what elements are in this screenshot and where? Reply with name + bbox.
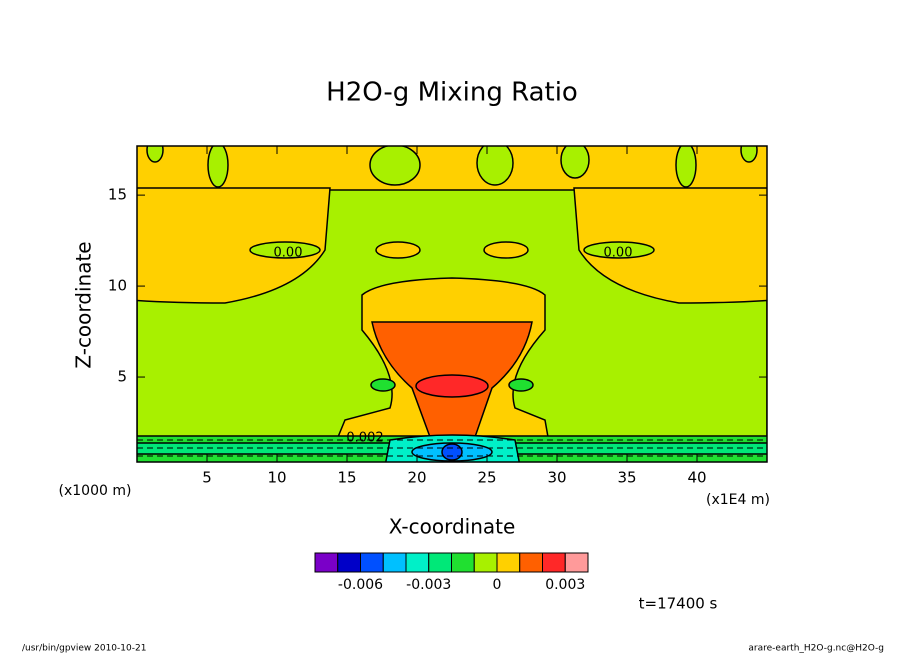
plot-frame: [136, 145, 768, 463]
colorbar-box: [382, 552, 407, 573]
contour-region: [740, 146, 758, 163]
contour-label: 0.00: [604, 246, 633, 261]
contour-label: 0.00: [274, 246, 303, 261]
contour-region: [137, 187, 331, 304]
colorbar-box: [451, 552, 475, 573]
x-tick-label: 35: [617, 469, 636, 487]
colorbar-box: [337, 552, 361, 573]
x-tick-label: 10: [267, 469, 286, 487]
contour-region: [583, 241, 655, 259]
contour-region: [476, 146, 514, 186]
colorbar-box: [473, 552, 498, 573]
chart-title: H2O-g Mixing Ratio: [326, 78, 578, 108]
y-tick-label: 5: [117, 368, 127, 386]
colorbar-box: [564, 552, 589, 573]
colorbar-box: [405, 552, 430, 573]
contour-region: [675, 146, 697, 188]
contour-region: [483, 241, 529, 259]
contour-region: [137, 146, 767, 191]
x-tick-label: 15: [337, 469, 356, 487]
y-axis-label: Z-coordinate: [72, 241, 96, 368]
contour-region: [369, 146, 421, 186]
colorbar-tick-label: 0: [493, 577, 502, 593]
contour-field: [137, 146, 767, 462]
y-tick-label: 10: [108, 277, 127, 295]
contour-region: [370, 378, 396, 392]
colorbar-box: [360, 552, 384, 573]
y-units: (x1000 m): [59, 483, 132, 499]
contour-region: [207, 146, 229, 188]
colorbar-tick-label: 0.003: [545, 577, 585, 593]
footer-left: /usr/bin/gpview 2010-10-21: [22, 644, 146, 654]
contour-region: [249, 241, 321, 259]
contour-region: [375, 241, 421, 259]
contour-region: [441, 443, 463, 461]
contour-region: [146, 146, 164, 163]
colorbar-tick-label: -0.003: [406, 577, 451, 593]
contour-label: 0.002: [346, 431, 383, 446]
x-units: (x1E4 m): [706, 492, 770, 508]
contour-region: [560, 146, 590, 179]
colorbar-tick-label: -0.006: [338, 577, 383, 593]
x-axis-label: X-coordinate: [389, 515, 516, 539]
y-tick-label: 15: [108, 186, 127, 204]
contour-region: [573, 187, 767, 304]
x-tick-label: 30: [547, 469, 566, 487]
colorbar-box: [428, 552, 452, 573]
footer-right: arare-earth_H2O-g.nc@H2O-g: [748, 644, 884, 654]
colorbar-box: [519, 552, 543, 573]
x-tick-label: 5: [202, 469, 212, 487]
x-tick-label: 40: [687, 469, 706, 487]
contour-region: [415, 374, 489, 398]
x-tick-label: 25: [477, 469, 496, 487]
colorbar-box: [314, 552, 339, 573]
colorbar-box: [542, 552, 566, 573]
contour-region: [508, 378, 534, 392]
time-label: t=17400 s: [639, 595, 718, 613]
x-tick-label: 20: [407, 469, 426, 487]
colorbar-box: [496, 552, 521, 573]
